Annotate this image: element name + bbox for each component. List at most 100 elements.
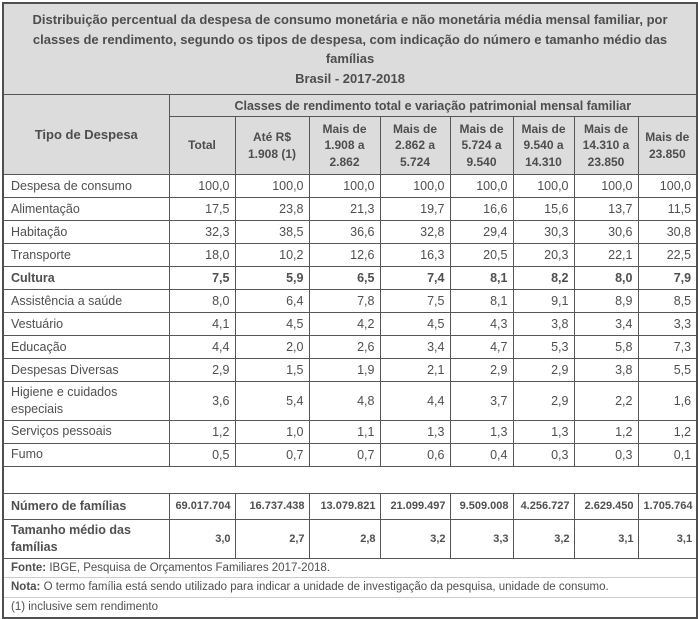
cell-value: 1,3 <box>379 419 451 444</box>
source-label: Fonte: <box>11 561 47 574</box>
cell-value: 100,0 <box>637 174 698 198</box>
footer-section: Fonte: IBGE, Pesquisa de Orçamentos Fami… <box>2 557 698 619</box>
cell-value: 3,2 <box>512 518 575 559</box>
cell-value: 5,9 <box>234 266 310 290</box>
row-label: Tamanho médio das famílias <box>2 518 170 559</box>
cell-value: 7,4 <box>379 266 451 290</box>
cell-value: 0,6 <box>379 442 451 467</box>
cell-value: 3,6 <box>168 381 236 421</box>
cell-value: 20,5 <box>449 243 514 267</box>
cell-value: 23,8 <box>234 197 310 221</box>
table-row: Vestuário 4,1 4,5 4,2 4,5 4,3 3,8 3,4 3,3 <box>2 312 698 336</box>
spacer-cell <box>2 465 698 494</box>
table-row: Habitação 32,3 38,5 36,6 32,8 29,4 30,3 30,6 30,… <box>2 220 698 244</box>
cell-value: 2,7 <box>234 518 310 559</box>
cell-value: 10,2 <box>234 243 310 267</box>
cell-value: 16,3 <box>379 243 451 267</box>
summary-row: Número de famílias 69.017.704 16.737.438 13… <box>2 492 698 520</box>
note-label: Nota: <box>11 581 41 594</box>
cell-value: 69.017.704 <box>168 492 236 520</box>
cell-value: 8,0 <box>573 266 639 290</box>
table-row: Educação 4,4 2,0 2,6 3,4 4,7 5,3 5,8 7,3 <box>2 335 698 359</box>
cell-value: 100,0 <box>573 174 639 198</box>
cell-value: 22,1 <box>573 243 639 267</box>
cell-value: 100,0 <box>234 174 310 198</box>
column-header-4: Mais de 5.724 a 9.540 <box>449 116 514 175</box>
column-header-7: Mais de 23.850 <box>637 116 698 175</box>
cell-value: 0,3 <box>512 442 575 467</box>
cell-value: 15,6 <box>512 197 575 221</box>
cell-value: 7,3 <box>637 335 698 359</box>
cell-value: 4,8 <box>308 381 381 421</box>
column-header-5: Mais de 9.540 a 14.310 <box>512 116 575 175</box>
cell-value: 4,4 <box>379 381 451 421</box>
table-row: Transporte 18,0 10,2 12,6 16,3 20,5 20,3 22,1 22… <box>2 243 698 267</box>
cell-value: 7,5 <box>168 266 236 290</box>
cell-value: 1.705.764 <box>637 492 698 520</box>
cell-value: 19,7 <box>379 197 451 221</box>
cell-value: 5,5 <box>637 358 698 382</box>
cell-value: 0,1 <box>637 442 698 467</box>
row-label: Educação <box>2 335 170 359</box>
cell-value: 3,1 <box>573 518 639 559</box>
table-row: Despesas Diversas 2,9 1,5 1,9 2,1 2,9 2,9 3,8 5,… <box>2 358 698 382</box>
cell-value: 2,0 <box>234 335 310 359</box>
cell-value: 30,6 <box>573 220 639 244</box>
row-label: Assistência a saúde <box>2 289 170 313</box>
cell-value: 1,9 <box>308 358 381 382</box>
cell-value: 36,6 <box>308 220 381 244</box>
cell-value: 1,2 <box>573 419 639 444</box>
column-header-1: Até R$ 1.908 (1) <box>234 116 310 175</box>
cell-value: 0,3 <box>573 442 639 467</box>
cell-value: 3,1 <box>637 518 698 559</box>
cell-value: 16,6 <box>449 197 514 221</box>
row-label: Vestuário <box>2 312 170 336</box>
cell-value: 4.256.727 <box>512 492 575 520</box>
table-row: Despesa de consumo 100,0 100,0 100,0 100,0 10… <box>2 174 698 198</box>
cell-value: 4,5 <box>234 312 310 336</box>
cell-value: 1,1 <box>308 419 381 444</box>
cell-value: 3,8 <box>573 358 639 382</box>
cell-value: 4,3 <box>449 312 514 336</box>
header-section: Distribuição percentual da despesa de co… <box>2 2 698 175</box>
cell-value: 6,5 <box>308 266 381 290</box>
cell-value: 21.099.497 <box>379 492 451 520</box>
row-label: Fumo <box>2 442 170 467</box>
cell-value: 100,0 <box>379 174 451 198</box>
note-text: O termo família está sendo utilizado par… <box>43 581 609 594</box>
cell-value: 3,8 <box>512 312 575 336</box>
table-row: Fumo 0,5 0,7 0,7 0,6 0,4 0,3 0,3 0,1 <box>2 442 698 467</box>
page-subtitle: Brasil - 2017-2018 <box>295 70 405 86</box>
cell-value: 1,0 <box>234 419 310 444</box>
summary-section: Número de famílias 69.017.704 16.737.438 13… <box>2 492 698 559</box>
row-label: Serviços pessoais <box>2 419 170 444</box>
cell-value: 4,4 <box>168 335 236 359</box>
cell-value: 5,4 <box>234 381 310 421</box>
cell-value: 3,7 <box>449 381 514 421</box>
footnote-text: (1) inclusive sem rendimento <box>11 601 159 614</box>
column-header-row: Total Até R$ 1.908 (1) Mais de 1.908 a 2.8… <box>3 116 698 175</box>
column-header-6: Mais de 14.310 a 23.850 <box>573 116 639 175</box>
cell-value: 2,6 <box>308 335 381 359</box>
cell-value: 2,9 <box>512 381 575 421</box>
spacer-section <box>2 465 698 494</box>
table-row: Assistência a saúde 8,0 6,4 7,8 7,5 8,1 9,1 8,9… <box>2 289 698 313</box>
cell-value: 11,5 <box>637 197 698 221</box>
cell-value: 1,3 <box>449 419 514 444</box>
cell-value: 1,2 <box>168 419 236 444</box>
cell-value: 2,9 <box>449 358 514 382</box>
column-header-3: Mais de 2.862 a 5.724 <box>379 116 451 175</box>
source-row: Fonte: IBGE, Pesquisa de Orçamentos Fami… <box>2 557 698 579</box>
data-section: Despesa de consumo 100,0 100,0 100,0 100,0 10… <box>2 174 698 467</box>
cell-value: 9.509.008 <box>449 492 514 520</box>
cell-value: 12,6 <box>308 243 381 267</box>
column-header-2: Mais de 1.908 a 2.862 <box>308 116 381 175</box>
cell-value: 2.629.450 <box>573 492 639 520</box>
row-label: Higiene e cuidados especiais <box>2 381 170 421</box>
cell-value: 100,0 <box>168 174 236 198</box>
cell-value: 2,9 <box>168 358 236 382</box>
cell-value: 8,1 <box>449 266 514 290</box>
cell-value: 5,8 <box>573 335 639 359</box>
cell-value: 29,4 <box>449 220 514 244</box>
